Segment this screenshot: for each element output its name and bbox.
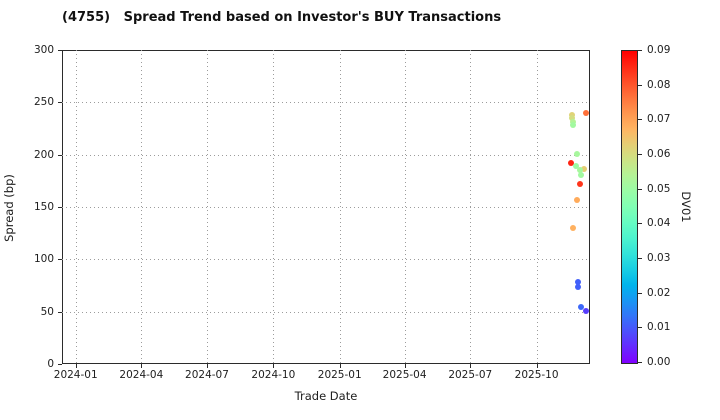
data-point: [576, 180, 583, 187]
colorbar-tick-mark: [638, 188, 642, 190]
data-point: [580, 166, 587, 173]
colorbar-tick-label: 0.03: [647, 252, 671, 264]
colorbar-tick-label: 0.01: [647, 321, 671, 334]
gridline-y: [62, 154, 590, 156]
x-tick-label: 2025-04: [382, 369, 427, 381]
y-tick-mark: [58, 102, 62, 104]
x-tick-label: 2024-10: [251, 369, 296, 381]
colorbar-tick-label: 0.09: [647, 44, 671, 56]
y-tick-label: 200: [33, 148, 54, 161]
y-tick-mark: [58, 207, 62, 208]
colorbar-tick-mark: [638, 327, 642, 329]
x-tick-mark: [75, 364, 77, 368]
data-point: [574, 196, 581, 203]
colorbar-tick-mark: [638, 362, 642, 363]
x-tick-mark: [339, 364, 341, 368]
x-axis-label: Trade Date: [294, 389, 358, 403]
colorbar-tick-mark: [638, 154, 642, 155]
x-tick-label: 2025-01: [317, 369, 362, 381]
data-point: [568, 111, 575, 118]
y-tick-mark: [58, 50, 62, 51]
data-point: [574, 150, 581, 157]
colorbar-tick-label: 0.06: [647, 148, 671, 160]
x-tick-mark: [470, 364, 472, 368]
data-point: [569, 122, 576, 129]
gridline-y: [62, 259, 590, 261]
data-point: [569, 119, 576, 126]
y-tick-label: 150: [33, 201, 54, 213]
gridline-y: [62, 311, 590, 313]
x-tick-label: 2024-01: [53, 369, 98, 381]
colorbar-label: DV01: [679, 191, 693, 223]
gridline-y: [62, 102, 590, 104]
x-tick-mark: [404, 364, 406, 368]
x-tick-mark: [141, 364, 143, 368]
y-tick-label: 0: [47, 358, 54, 370]
colorbar-tick-mark: [638, 50, 642, 51]
data-point: [577, 171, 584, 178]
colorbar-tick-label: 0.05: [647, 182, 671, 195]
colorbar-tick-label: 0.02: [647, 286, 671, 299]
y-tick-mark: [58, 154, 62, 156]
data-point: [576, 167, 583, 174]
y-tick-mark: [58, 311, 62, 313]
colorbar-tick-label: 0.00: [647, 356, 671, 368]
colorbar-tick-label: 0.04: [647, 217, 671, 230]
colorbar-tick-mark: [638, 119, 642, 121]
colorbar-tick-mark: [638, 223, 642, 225]
data-point: [569, 224, 576, 231]
y-tick-mark: [58, 364, 62, 365]
x-tick-label: 2025-10: [514, 369, 559, 381]
colorbar-tick-mark: [638, 84, 642, 86]
x-tick-label: 2025-07: [448, 369, 493, 381]
colorbar: [621, 50, 638, 364]
y-tick-label: 300: [33, 44, 54, 56]
colorbar-tick-mark: [638, 292, 642, 294]
data-point: [568, 160, 575, 167]
y-tick-mark: [58, 259, 62, 261]
data-point: [574, 279, 581, 286]
colorbar-tick-mark: [638, 258, 642, 259]
y-tick-label: 250: [33, 96, 54, 109]
colorbar-tick-label: 0.07: [647, 113, 671, 126]
data-point: [583, 307, 590, 314]
data-point: [583, 109, 590, 116]
x-tick-mark: [273, 364, 275, 368]
y-tick-label: 100: [33, 253, 54, 266]
x-tick-mark: [536, 364, 538, 368]
data-point: [574, 283, 581, 290]
data-point: [578, 304, 585, 311]
chart-title: (4755) Spread Trend based on Investor's …: [62, 10, 502, 25]
x-tick-mark: [206, 364, 208, 368]
gridline-y: [62, 207, 590, 208]
colorbar-tick-label: 0.08: [647, 78, 671, 91]
data-point: [573, 163, 580, 170]
x-tick-label: 2024-07: [185, 369, 229, 381]
data-point: [568, 115, 575, 122]
y-tick-label: 50: [40, 305, 54, 318]
x-tick-label: 2024-04: [119, 369, 164, 381]
